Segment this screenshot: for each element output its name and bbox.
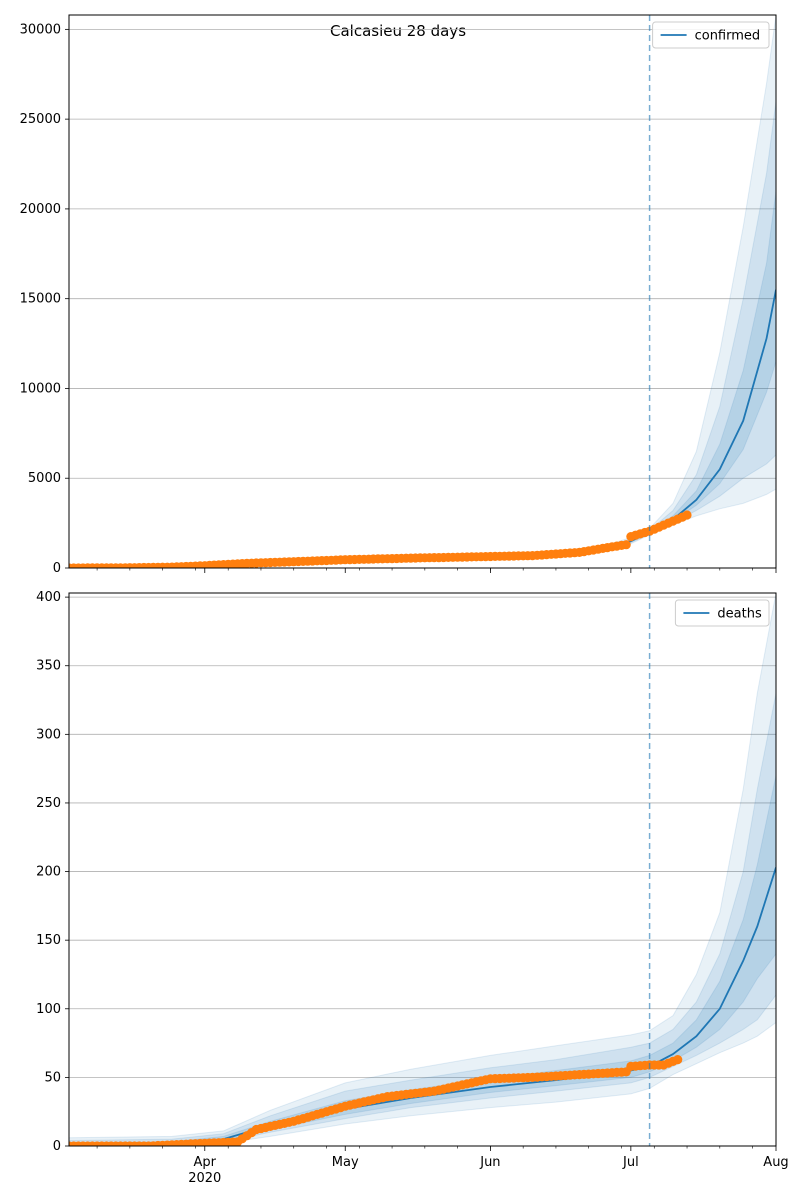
legend-box (674, 599, 770, 627)
observed-point (682, 510, 692, 520)
plot-confirmed: 0 5000 10000 15000 20000 25000 30000 confirmed (20, 14, 777, 576)
y-tick-label: 5000 (28, 471, 61, 486)
y-tick-label: 15000 (20, 292, 61, 307)
y-tick-label: 200 (36, 865, 61, 880)
y-tick-label: 25000 (20, 112, 61, 127)
y-tick-label: 400 (36, 590, 61, 605)
y-tick-label: 350 (36, 659, 61, 674)
y-tick-label: 0 (53, 1139, 61, 1154)
legend: confirmed (652, 21, 770, 49)
legend: deaths (674, 599, 770, 627)
plot-area (69, 15, 776, 568)
uncertainty-band-1 (69, 15, 776, 568)
y-tick-label: 30000 (20, 22, 61, 37)
legend-label: confirmed (695, 29, 761, 44)
y-tick-label: 300 (36, 727, 61, 742)
axes-frame (68, 592, 777, 1147)
uncertainty-band-1 (69, 593, 776, 1146)
x-tick-label: Apr 2020 (188, 1155, 221, 1186)
y-tick-label: 100 (36, 1002, 61, 1017)
x-tick-label: May (332, 1155, 359, 1170)
chart-title: Calcasieu 28 days (330, 22, 466, 40)
legend-box (652, 21, 770, 49)
plot-area (69, 593, 776, 1146)
y-tick-label: 20000 (20, 202, 61, 217)
y-tick-label: 150 (36, 933, 61, 948)
x-tick-label: Jul (622, 1155, 639, 1170)
y-tick-label: 50 (44, 1070, 61, 1085)
plot-deaths: 0 50 100 150 200 250 300 350 400 Apr 2020 May Jun Jul… (36, 590, 789, 1186)
y-tick-label: 0 (53, 561, 61, 576)
axes-frame (68, 14, 777, 569)
y-tick-label: 250 (36, 796, 61, 811)
legend-label: deaths (717, 607, 762, 622)
x-tick-label: Jun (479, 1155, 500, 1170)
y-tick-label: 10000 (20, 381, 61, 396)
uncertainty-band-2 (69, 101, 776, 568)
uncertainty-band-2 (69, 693, 776, 1146)
observed-point (621, 540, 631, 550)
observed-point (673, 1055, 683, 1065)
x-tick-label: Aug (763, 1155, 788, 1170)
